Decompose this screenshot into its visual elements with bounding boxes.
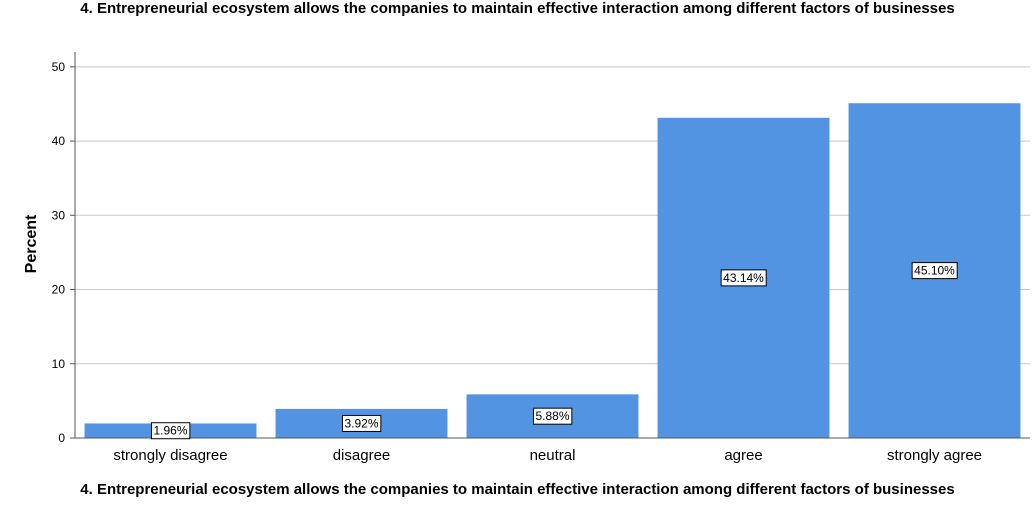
chart-title: 4. Entrepreneurial ecosystem allows the … [80, 0, 955, 17]
data-label-1: 3.92% [341, 414, 382, 432]
axes [74, 52, 1030, 439]
data-label-4: 45.10% [911, 262, 958, 280]
data-label-box [911, 262, 958, 280]
data-label-0: 1.96% [150, 422, 191, 440]
y-tick-label: 0 [58, 431, 65, 445]
data-label-text: 45.10% [914, 264, 955, 278]
x-tick-label: neutral [530, 447, 576, 464]
data-label-2: 5.88% [532, 407, 573, 425]
data-label-text: 43.14% [723, 271, 764, 285]
data-label-box [720, 269, 767, 287]
data-labels: 1.96% 3.92% 5.88% 43.14% 45.10% [150, 262, 958, 440]
data-label-box [341, 414, 382, 432]
data-label-box [150, 422, 191, 440]
x-tick-label: disagree [333, 447, 391, 464]
data-label-text: 1.96% [153, 424, 187, 438]
data-label-box [532, 407, 573, 425]
x-axis-label: 4. Entrepreneurial ecosystem allows the … [80, 481, 955, 498]
y-tick-label: 50 [52, 60, 66, 74]
data-label-3: 43.14% [720, 269, 767, 287]
x-tick-label: strongly agree [887, 447, 982, 464]
y-tick-labels: 0 10 20 30 40 50 [52, 60, 66, 445]
x-tick-label: strongly disagree [113, 447, 227, 464]
y-axis-label: Percent [23, 214, 40, 273]
x-tick-labels: strongly disagree disagree neutral agree str… [113, 447, 982, 464]
x-tick-label: agree [724, 447, 762, 464]
y-tick-label: 40 [52, 134, 66, 148]
y-tick-label: 30 [52, 208, 66, 222]
y-tick-label: 10 [52, 357, 66, 371]
data-label-text: 3.92% [344, 416, 378, 430]
data-label-text: 5.88% [535, 409, 569, 423]
bars [84, 103, 1021, 438]
y-tick-label: 20 [52, 283, 66, 297]
